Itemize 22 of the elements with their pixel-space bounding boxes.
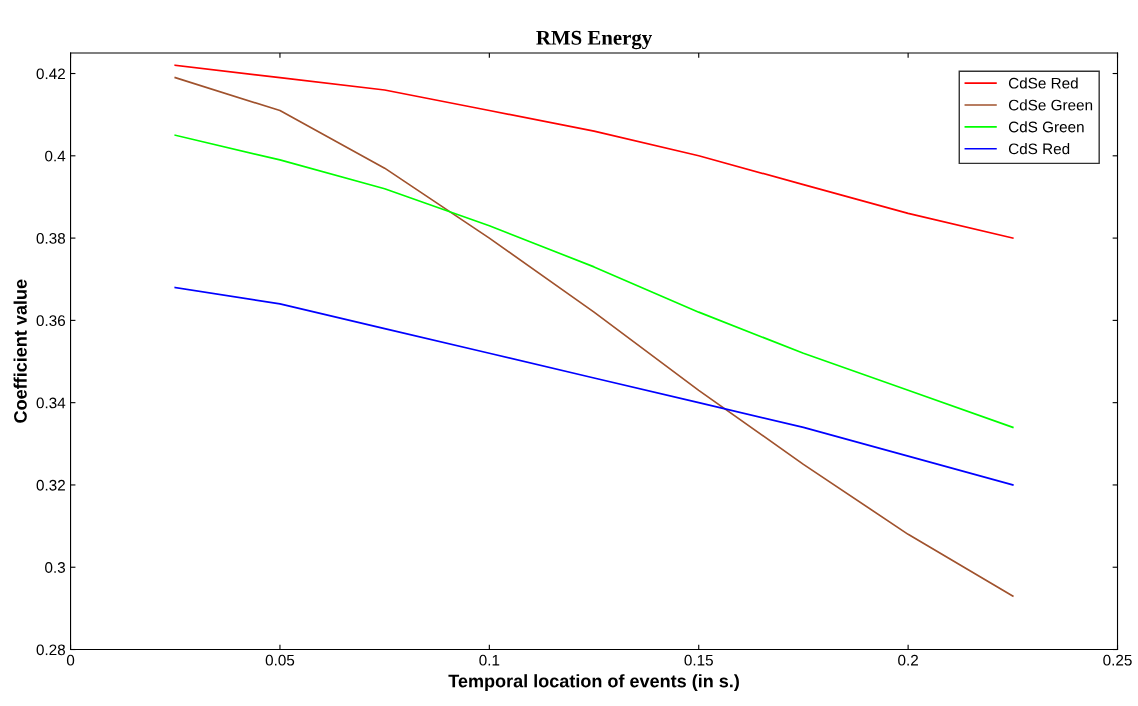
legend-label: CdS Green (1008, 121, 1084, 133)
y-tick-label: 0.32 (36, 479, 65, 491)
legend-label: CdSe Green (1008, 99, 1093, 111)
x-tick-label: 0 (66, 654, 75, 666)
chart-title: RMS Energy (536, 30, 652, 50)
y-tick-label: 0.34 (36, 397, 66, 409)
y-tick-label: 0.42 (36, 68, 65, 80)
legend-label: CdSe Red (1008, 77, 1078, 89)
x-tick-label: 0.2 (898, 654, 918, 666)
y-axis-title: Coefficient value (13, 279, 27, 423)
y-tick-label: 0.38 (36, 232, 66, 244)
y-tick-label: 0.36 (36, 315, 66, 327)
y-tick-label: 0.3 (45, 562, 66, 573)
line-series (174, 286, 1014, 486)
y-tick-label: 0.4 (45, 150, 66, 162)
y-tick-label: 0.28 (36, 644, 66, 656)
legend-label: CdS Red (1008, 143, 1070, 155)
x-tick-label: 0.25 (1103, 654, 1132, 666)
x-tick-label: 0.1 (479, 654, 500, 666)
x-tick-label: 0.05 (265, 654, 295, 666)
x-tick-label: 0.15 (684, 654, 713, 666)
x-axis-title: Temporal location of events (in s.) (448, 674, 739, 692)
